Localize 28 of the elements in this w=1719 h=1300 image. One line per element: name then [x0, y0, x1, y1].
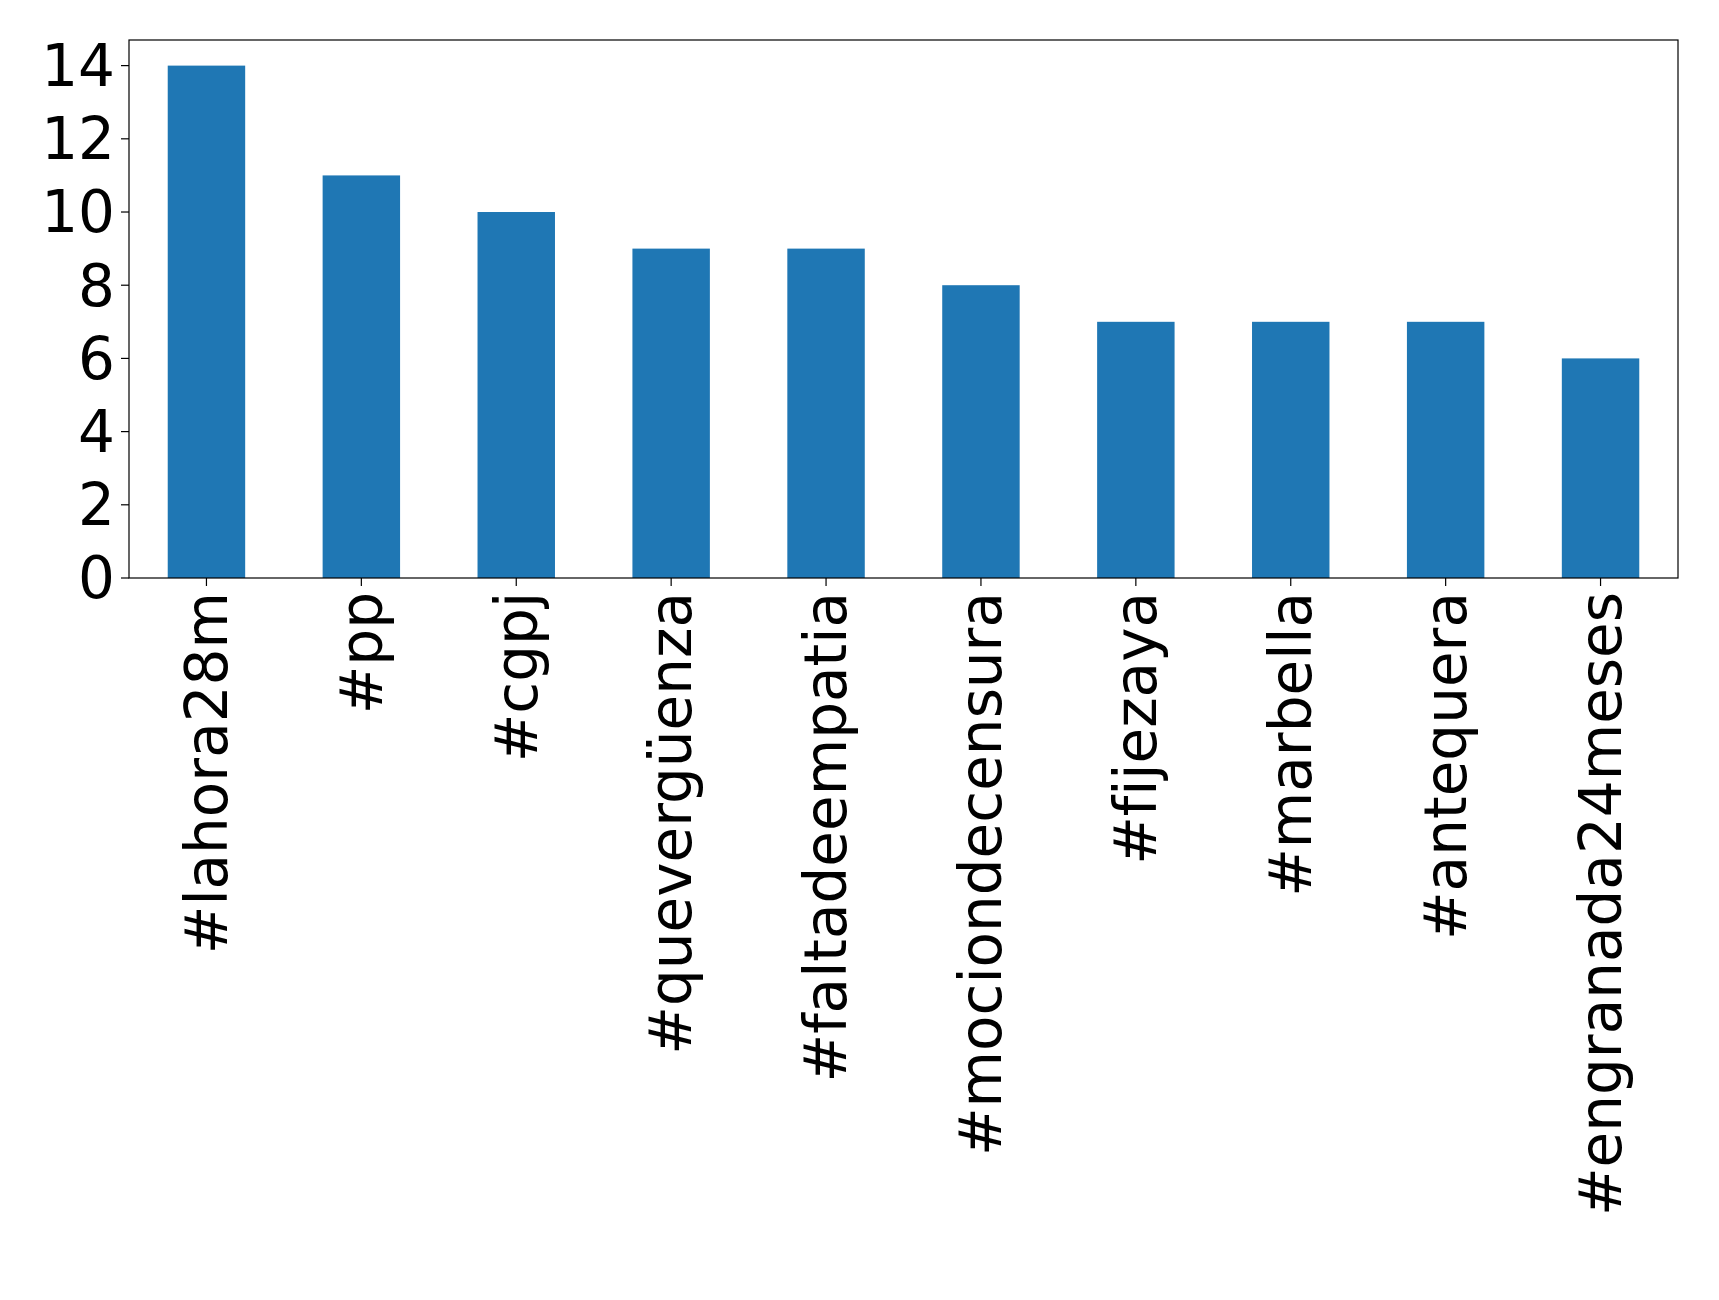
- x-tick-label: #marbella: [1257, 592, 1326, 897]
- y-tick-label: 14: [41, 31, 115, 100]
- x-tick-label: #engranada24meses: [1566, 592, 1635, 1217]
- bar: [1406, 321, 1485, 578]
- x-tick-label: #mociondecensura: [947, 592, 1016, 1157]
- bar: [322, 175, 401, 578]
- bar: [942, 285, 1020, 578]
- x-tick-label: #pp: [327, 592, 396, 715]
- y-tick-label: 8: [78, 251, 115, 320]
- x-tick-label: #fijezaya: [1102, 592, 1171, 865]
- bar: [1097, 321, 1175, 578]
- y-tick-label: 10: [41, 178, 115, 247]
- y-tick-label: 2: [78, 471, 115, 540]
- bar: [1252, 321, 1330, 578]
- bar: [632, 248, 710, 578]
- y-tick-label: 4: [78, 397, 115, 466]
- y-tick-label: 6: [78, 324, 115, 393]
- y-tick-label: 0: [78, 544, 115, 613]
- x-tick-label: #antequera: [1411, 592, 1480, 940]
- x-tick-label: #lahora28m: [172, 592, 241, 955]
- bar: [787, 248, 865, 578]
- x-tick-label: #cgpj: [482, 592, 551, 763]
- x-tick-label: #quevergüenza: [637, 592, 706, 1055]
- bar: [1561, 358, 1640, 578]
- x-tick-label: #faltadeempatia: [792, 592, 861, 1083]
- y-tick-label: 12: [41, 105, 115, 174]
- bar: [477, 212, 555, 578]
- bar: [167, 65, 246, 578]
